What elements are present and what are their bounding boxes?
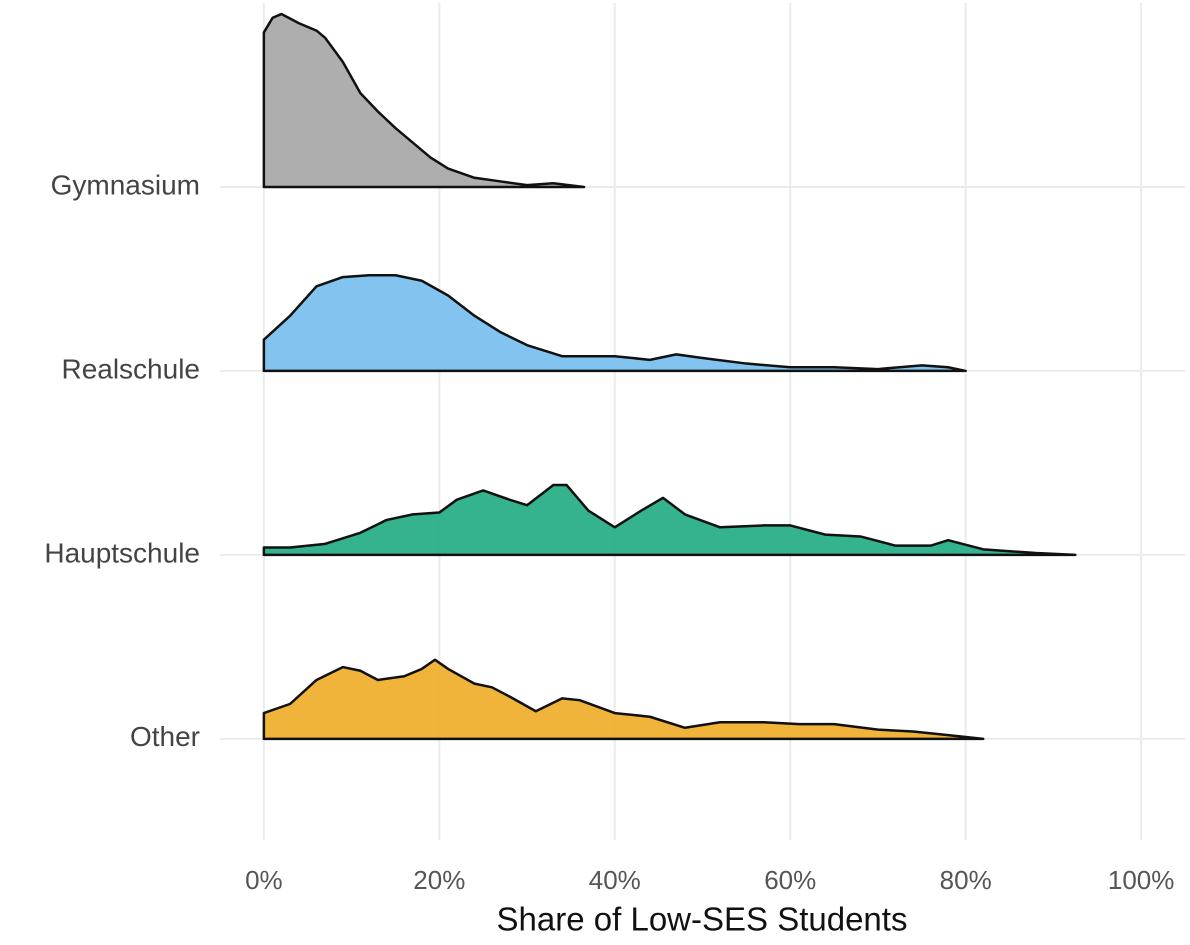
y-tick-label: Realschule xyxy=(61,353,200,384)
density-area xyxy=(263,484,1076,555)
y-tick-label: Gymnasium xyxy=(51,169,200,200)
y-tick-label: Hauptschule xyxy=(44,537,200,568)
x-tick-label: 80% xyxy=(940,865,992,895)
density-line xyxy=(262,658,985,741)
x-axis-title: Share of Low-SES Students xyxy=(497,901,908,938)
x-tick-label: 40% xyxy=(589,865,641,895)
density-line xyxy=(262,483,1077,557)
density-line xyxy=(262,12,586,189)
y-tick-label: Other xyxy=(130,721,200,752)
x-tick-label: 20% xyxy=(413,865,465,895)
density-area xyxy=(263,659,984,739)
x-tick-label: 0% xyxy=(245,865,283,895)
x-tick-label: 100% xyxy=(1108,865,1175,895)
density-area xyxy=(263,14,585,187)
density-line xyxy=(262,274,967,373)
density-area xyxy=(263,275,966,371)
x-tick-label: 60% xyxy=(764,865,816,895)
